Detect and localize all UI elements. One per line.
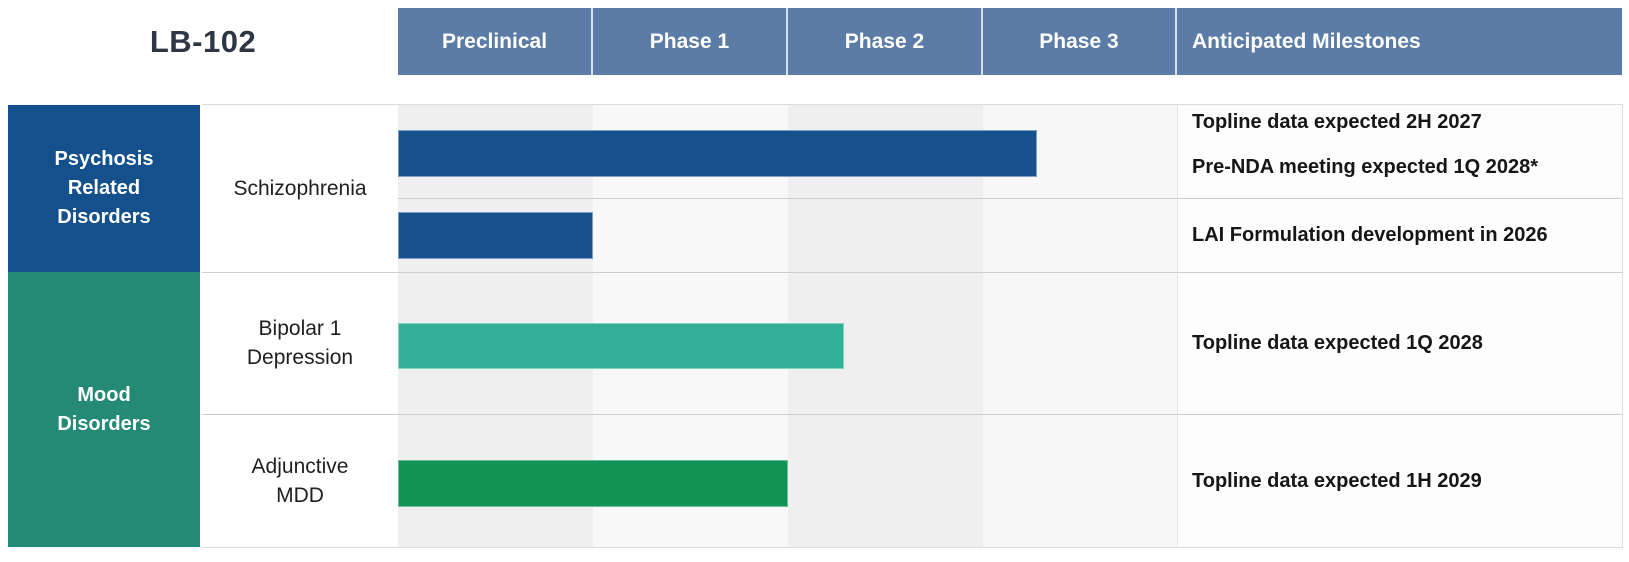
milestones-column-background (1177, 105, 1622, 547)
milestone-cell-schizophrenia-lai: LAI Formulation development in 2026 (1177, 198, 1622, 272)
row-divider-bipolar-mdd (202, 414, 1622, 415)
phase-progress-area (398, 105, 1177, 547)
milestone-text-topline-1h-2029: Topline data expected 1H 2029 (1192, 469, 1482, 492)
milestone-cell-schizophrenia-oral: Topline data expected 2H 2027 Pre-NDA me… (1177, 105, 1622, 198)
row-divider-schizophrenia-lai (398, 198, 1622, 199)
indication-cell-bipolar-1-depression: Bipolar 1 Depression (202, 272, 398, 414)
table-right-border (1622, 104, 1623, 548)
category-cell-mood-disorders: Mood Disorders (8, 272, 200, 547)
progress-bar-adjunctive-mdd (398, 460, 788, 507)
category-cell-psychosis-related-disorders: Psychosis Related Disorders (8, 105, 200, 272)
progress-bar-bipolar-1-depression (398, 323, 844, 369)
milestone-text-topline-1q-2028: Topline data expected 1Q 2028 (1192, 332, 1483, 354)
phase-header-row: Preclinical Phase 1 Phase 2 Phase 3 Anti… (398, 8, 1622, 75)
indication-cell-schizophrenia: Schizophrenia (202, 105, 398, 272)
phase-column-phase-3 (983, 105, 1177, 547)
indication-cell-adjunctive-mdd: Adjunctive MDD (202, 414, 398, 547)
row-divider-psychosis-mood (202, 272, 1622, 273)
header-anticipated-milestones: Anticipated Milestones (1177, 8, 1622, 75)
product-title: LB-102 (149, 23, 257, 59)
table-bottom-border (202, 547, 1622, 548)
table-top-border (202, 104, 1622, 105)
header-preclinical: Preclinical (398, 8, 593, 75)
header-phase-1: Phase 1 (593, 8, 788, 75)
milestone-text-pre-nda-1q-2028: Pre-NDA meeting expected 1Q 2028* (1192, 156, 1539, 178)
milestone-cell-adjunctive-mdd: Topline data expected 1H 2029 (1177, 414, 1622, 547)
header-phase-2: Phase 2 (788, 8, 983, 75)
header-phase-3: Phase 3 (983, 8, 1177, 75)
milestone-text-topline-2h-2027: Topline data expected 2H 2027 (1192, 111, 1482, 133)
milestone-text-lai-formulation-2026: LAI Formulation development in 2026 (1192, 224, 1548, 246)
progress-bar-schizophrenia-oral (398, 130, 1037, 177)
milestone-cell-bipolar-1-depression: Topline data expected 1Q 2028 (1177, 272, 1622, 414)
progress-bar-schizophrenia-lai (398, 212, 593, 259)
